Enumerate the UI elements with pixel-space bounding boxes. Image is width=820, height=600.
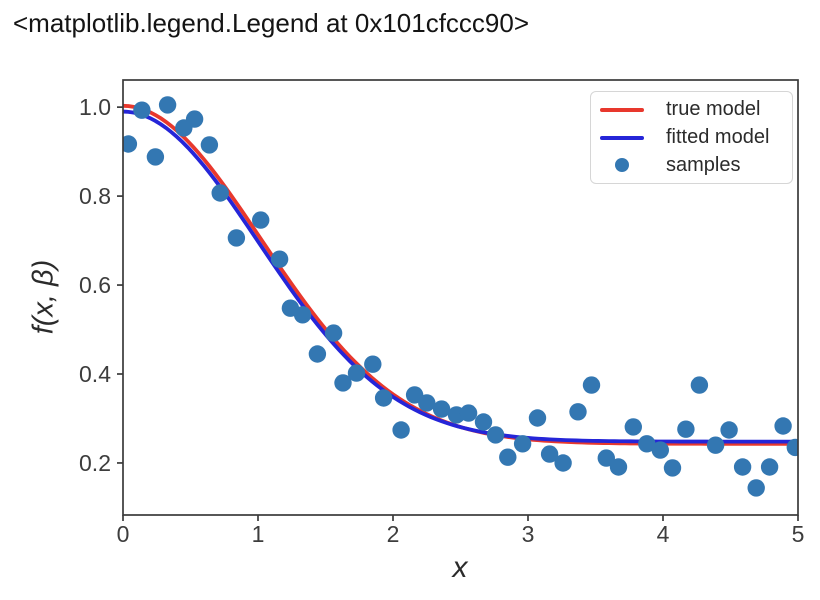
scatter-point (540, 445, 559, 463)
scatter-point (513, 435, 532, 453)
true-model-line-swatch (600, 107, 644, 112)
scatter-point (374, 389, 393, 407)
scatter-point (597, 449, 615, 467)
y-axis-tick-label: 1.0 (79, 94, 111, 120)
scatter-point (474, 413, 493, 431)
scatter-point (638, 435, 656, 453)
plot-legend: true model fitted model samples (590, 91, 793, 184)
x-axis-tick-label: 2 (387, 521, 400, 547)
scatter-point (677, 420, 695, 438)
scatter-point (432, 400, 451, 418)
swatch-box (600, 107, 644, 112)
scatter-point (554, 454, 572, 472)
scatter-point (293, 306, 312, 324)
scatter-point (200, 136, 219, 154)
legend-label-samples: samples (666, 153, 741, 176)
y-axis-tick-label: 0.6 (79, 272, 111, 298)
scatter-point (158, 96, 177, 114)
swatch-box (600, 135, 644, 140)
scatter-point (270, 250, 289, 268)
scatter-point (324, 324, 343, 342)
scatter-point (146, 148, 165, 166)
scatter-point (459, 404, 478, 422)
scatter-point (499, 448, 517, 466)
scatter-point (624, 418, 642, 436)
scatter-point (774, 417, 792, 435)
scatter-point (651, 441, 669, 459)
scatter-point (760, 458, 779, 476)
scatter-point (308, 345, 327, 363)
scatter-point (720, 421, 738, 439)
x-axis-tick-label: 0 (117, 521, 130, 547)
scatter-point (133, 101, 151, 119)
scatter-point (733, 458, 752, 476)
scatter-point (252, 211, 270, 229)
scatter-point (663, 459, 682, 477)
scatter-point (706, 436, 725, 454)
scatter-point (528, 409, 547, 427)
scatter-point (569, 403, 587, 421)
plot-border (122, 79, 799, 516)
swatch-box (600, 158, 644, 173)
fitted-model-curve (123, 109, 798, 444)
legend-repr-text: <matplotlib.legend.Legend at 0x101cfccc9… (13, 8, 530, 38)
scatter-point (364, 355, 382, 373)
scatter-point (185, 110, 204, 128)
x-axis-label: x (452, 551, 468, 584)
plot-data-area (123, 96, 798, 497)
legend-item-samples: samples (591, 151, 792, 179)
scatter-point (211, 184, 229, 202)
scatter-point (347, 364, 366, 382)
scatter-point (486, 426, 505, 444)
x-axis-tick-label: 3 (522, 521, 535, 547)
scatter-point (392, 421, 410, 439)
legend-item-fitted-model: fitted model (591, 124, 792, 152)
scatter-point (690, 376, 709, 394)
scatter-point (227, 229, 246, 247)
y-axis-tick-label: 0.8 (79, 183, 111, 209)
y-axis-label: f(x, β) (27, 259, 60, 335)
legend-item-true-model: true model (591, 96, 792, 124)
x-axis-tick-label: 1 (252, 521, 265, 547)
legend-label-fitted-model: fitted model (666, 126, 770, 148)
legend-label-true-model: true model (666, 98, 761, 121)
scatter-point (582, 376, 601, 394)
scatter-point (747, 479, 765, 497)
scatter-point (609, 458, 628, 476)
y-axis-tick-label: 0.4 (79, 361, 111, 387)
y-axis-tick-label: 0.2 (79, 450, 111, 476)
samples-dot-swatch (615, 158, 629, 173)
scatter-point (786, 438, 798, 457)
fitted-model-line-swatch (600, 135, 644, 140)
scatter-point (418, 394, 436, 412)
scatter-point (123, 135, 138, 153)
x-axis-tick-label: 4 (657, 521, 670, 547)
x-axis-tick-label: 5 (792, 521, 805, 547)
scatter-point (334, 374, 352, 392)
